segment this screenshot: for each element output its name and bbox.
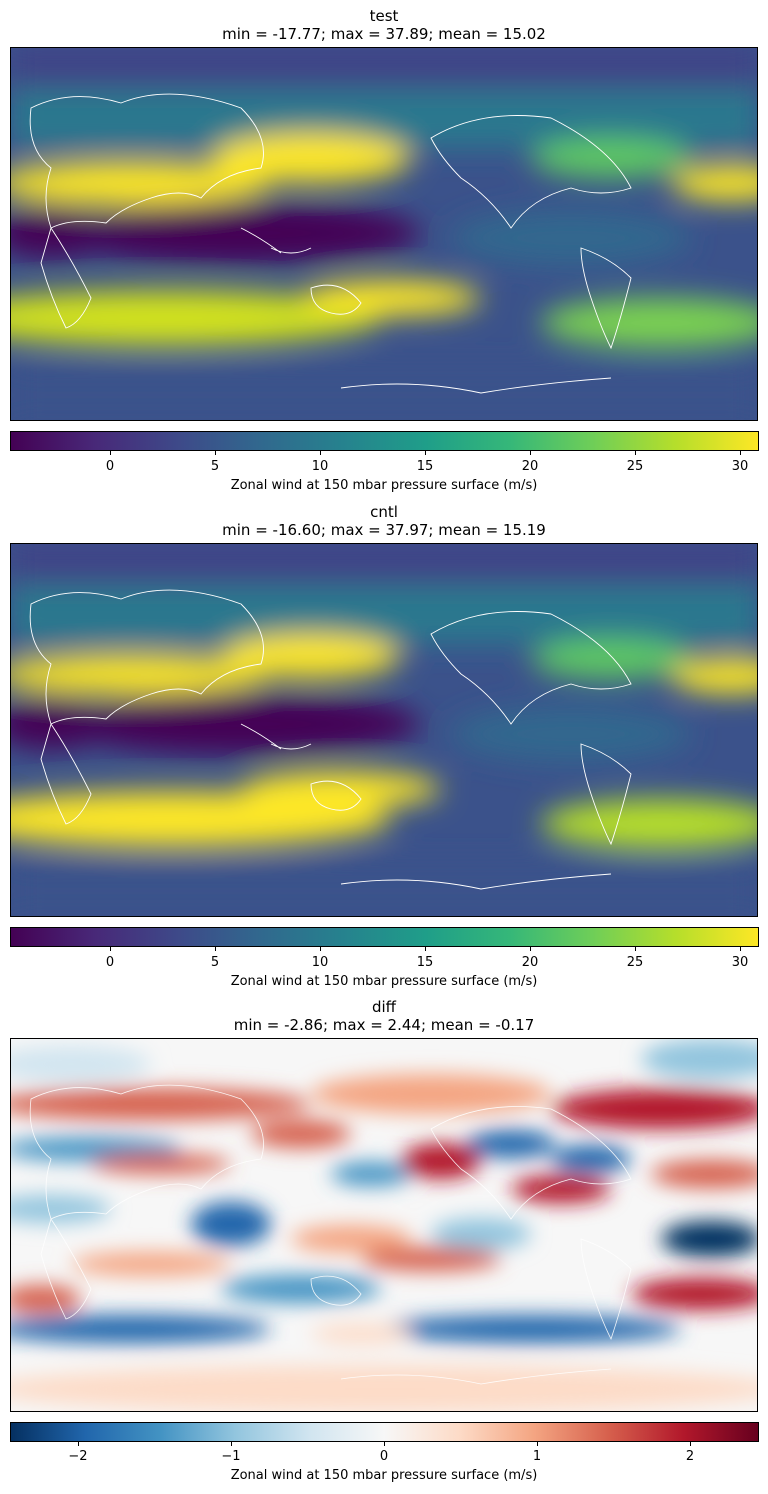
tick-label: 0 — [105, 459, 115, 474]
map-svg-cntl — [11, 544, 757, 916]
tick-0 — [110, 947, 111, 951]
colorbar-label: Zonal wind at 150 mbar pressure surface … — [230, 974, 538, 989]
colorbar-test — [10, 431, 759, 451]
tick-label: 15 — [416, 459, 434, 474]
tick-label: 5 — [210, 459, 220, 474]
tick-label: 5 — [210, 955, 220, 970]
panel-stats: min = -17.77; max = 37.89; mean = 15.02 — [222, 25, 546, 43]
map-cntl — [10, 543, 758, 917]
tick-25 — [635, 451, 636, 455]
tick-15 — [425, 947, 426, 951]
colorbar-label: Zonal wind at 150 mbar pressure surface … — [230, 478, 538, 493]
tick-label: 1 — [532, 1449, 542, 1464]
coastlines — [29, 93, 632, 394]
tick-10 — [320, 947, 321, 951]
tick-5 — [215, 947, 216, 951]
tick-label: 30 — [731, 955, 749, 970]
tick-label: 10 — [311, 955, 329, 970]
diff-field — [11, 1039, 757, 1411]
panel-title: diff — [371, 998, 397, 1016]
colorbar-cntl — [10, 927, 759, 947]
colorbar-label: Zonal wind at 150 mbar pressure surface … — [230, 1468, 538, 1483]
colorbar-diff — [10, 1422, 759, 1442]
tick-label: 20 — [521, 955, 539, 970]
tick-neg1 — [231, 1442, 232, 1446]
map-svg-diff — [11, 1039, 757, 1411]
tick-25 — [635, 947, 636, 951]
tick-label: 15 — [416, 955, 434, 970]
tick-1 — [537, 1442, 538, 1446]
wind-field — [11, 48, 757, 420]
tick-10 — [320, 451, 321, 455]
panel-stats: min = -16.60; max = 37.97; mean = 15.19 — [222, 521, 546, 539]
tick-label: 2 — [685, 1449, 695, 1464]
tick-label: −2 — [68, 1449, 88, 1464]
tick-label: 30 — [731, 459, 749, 474]
map-diff — [10, 1038, 758, 1412]
tick-20 — [530, 947, 531, 951]
map-svg-test — [11, 48, 757, 420]
tick-2 — [690, 1442, 691, 1446]
tick-label: 10 — [311, 459, 329, 474]
tick-label: 20 — [521, 459, 539, 474]
tick-label: 25 — [626, 955, 644, 970]
tick-15 — [425, 451, 426, 455]
tick-0 — [384, 1442, 385, 1446]
panel-stats: min = -2.86; max = 2.44; mean = -0.17 — [233, 1016, 535, 1034]
tick-30 — [740, 947, 741, 951]
tick-neg2 — [78, 1442, 79, 1446]
tick-30 — [740, 451, 741, 455]
map-test — [10, 47, 758, 421]
tick-20 — [530, 451, 531, 455]
panel-title: cntl — [370, 503, 398, 521]
tick-5 — [215, 451, 216, 455]
coastlines — [29, 1084, 632, 1385]
tick-label: 0 — [379, 1449, 389, 1464]
tick-label: 0 — [105, 955, 115, 970]
coastlines — [29, 589, 632, 890]
tick-label: −1 — [221, 1449, 241, 1464]
tick-0 — [110, 451, 111, 455]
tick-label: 25 — [626, 459, 644, 474]
panel-title: test — [369, 7, 399, 25]
